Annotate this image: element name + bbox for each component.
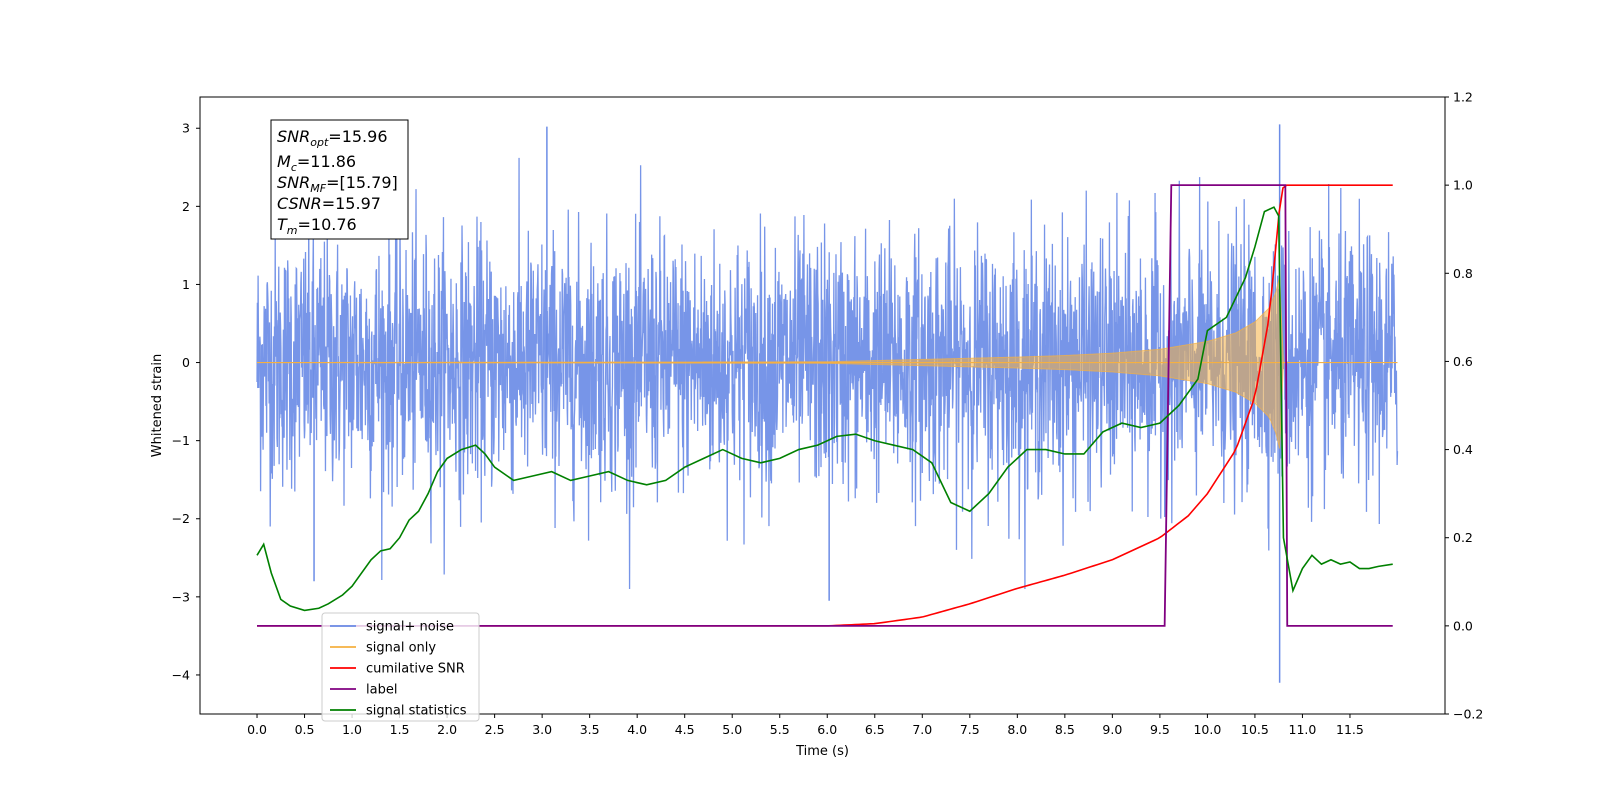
annotation-subscript: opt [310, 136, 329, 149]
legend-label: signal+ noise [366, 620, 454, 635]
series-signal-statistics-line [256, 206, 1393, 612]
x-tick-label: 11.0 [1289, 722, 1317, 737]
y-tick-label-left: −1 [172, 433, 190, 448]
plot-frame [199, 96, 1446, 715]
y-tick-label-left: 1 [182, 277, 190, 292]
annotation-subscript: c [291, 161, 297, 174]
annotation-subscript: MF [310, 182, 326, 195]
y-tick-label-left: 3 [182, 121, 190, 136]
annotation-value: =15.97 [322, 194, 381, 213]
legend-frame [321, 612, 480, 722]
x-tick-label: 10.5 [1241, 722, 1269, 737]
x-tick-label: 11.5 [1336, 722, 1364, 737]
y-axis-label-left: Whitened strain [150, 354, 165, 457]
series-signal-noise-line [256, 157, 1399, 590]
y-tick-label-right: 0.2 [1453, 530, 1473, 545]
legend-label: cumilative SNR [366, 662, 465, 677]
annotation-line: Tm=10.76 [277, 215, 357, 237]
series-label-line [257, 184, 1393, 627]
x-tick-label: 1.5 [390, 722, 410, 737]
x-tick-label: 1.0 [342, 722, 362, 737]
x-tick-label: 0.0 [247, 722, 267, 737]
x-tick-label: 4.0 [627, 722, 647, 737]
axis-layer: 0.0 0.5 1.0 1.5 2.0 2.5 3.0 3.5 4.0 4.5 5.0 5.5 6.0 6… [172, 90, 1484, 738]
y-tick-label-right: 1.0 [1453, 178, 1473, 193]
x-tick-label: 8.0 [1007, 722, 1027, 737]
y-tick-label-left: −2 [172, 511, 190, 526]
y-tick-label-left: −3 [172, 589, 190, 604]
annotation-line: SNRMF=[15.79] [277, 173, 398, 195]
legend-label: label [366, 683, 397, 698]
x-tick-label: 9.0 [1102, 722, 1122, 737]
x-tick-label: 0.5 [295, 722, 315, 737]
annotation-line: CSNR=15.97 [277, 194, 381, 213]
x-tick-label: 8.5 [1055, 722, 1075, 737]
x-tick-label: 5.5 [770, 722, 790, 737]
annotation-frame [270, 119, 409, 240]
annotation-value: =[15.79] [326, 173, 398, 192]
annotation-symbol: T [277, 215, 288, 234]
x-tick-label: 3.5 [580, 722, 600, 737]
y-tick-label-right: 0.0 [1453, 618, 1473, 633]
annotation-value: =10.76 [298, 215, 357, 234]
legend-label: signal statistics [366, 704, 467, 719]
annotation-line: Mc=11.86 [277, 152, 356, 174]
annotation-line: SNRopt=15.96 [277, 127, 388, 149]
annotation-symbol: M [277, 152, 291, 171]
y-tick-label-right: 0.8 [1453, 266, 1473, 281]
annotation-symbol: CSNR [277, 194, 322, 213]
y-tick-label-left: 2 [182, 199, 190, 214]
y-tick-label-right: 1.2 [1453, 90, 1473, 105]
y-tick-label-right: 0.6 [1453, 354, 1473, 369]
annotation-symbol: SNR [277, 173, 310, 192]
x-tick-label: 6.0 [817, 722, 837, 737]
legend-label: signal only [366, 641, 436, 656]
x-tick-label: 9.5 [1150, 722, 1170, 737]
x-tick-label: 5.0 [722, 722, 742, 737]
legend: signal+ noise signal only cumilative SNR la… [321, 612, 480, 722]
x-axis-label: Time (s) [795, 744, 849, 759]
x-tick-label: 7.0 [912, 722, 932, 737]
x-tick-label: 7.5 [960, 722, 980, 737]
x-tick-label: 10.0 [1193, 722, 1221, 737]
y-tick-label-right: −0.2 [1453, 707, 1483, 722]
annotation-subscript: m [287, 224, 298, 237]
annotation-box: SNRopt=15.96Mc=11.86SNRMF=[15.79]CSNR=15… [270, 119, 409, 240]
y-tick-label-left: 0 [182, 355, 190, 370]
y-tick-label-left: −4 [172, 667, 190, 682]
x-tick-label: 4.5 [675, 722, 695, 737]
annotation-value: =15.96 [328, 127, 387, 146]
x-tick-label: 3.0 [532, 722, 552, 737]
annotation-symbol: SNR [277, 127, 310, 146]
x-tick-label: 2.0 [437, 722, 457, 737]
x-tick-label: 2.5 [485, 722, 505, 737]
annotation-value: =11.86 [297, 152, 356, 171]
y-tick-label-right: 0.4 [1453, 442, 1473, 457]
x-tick-label: 6.5 [865, 722, 885, 737]
